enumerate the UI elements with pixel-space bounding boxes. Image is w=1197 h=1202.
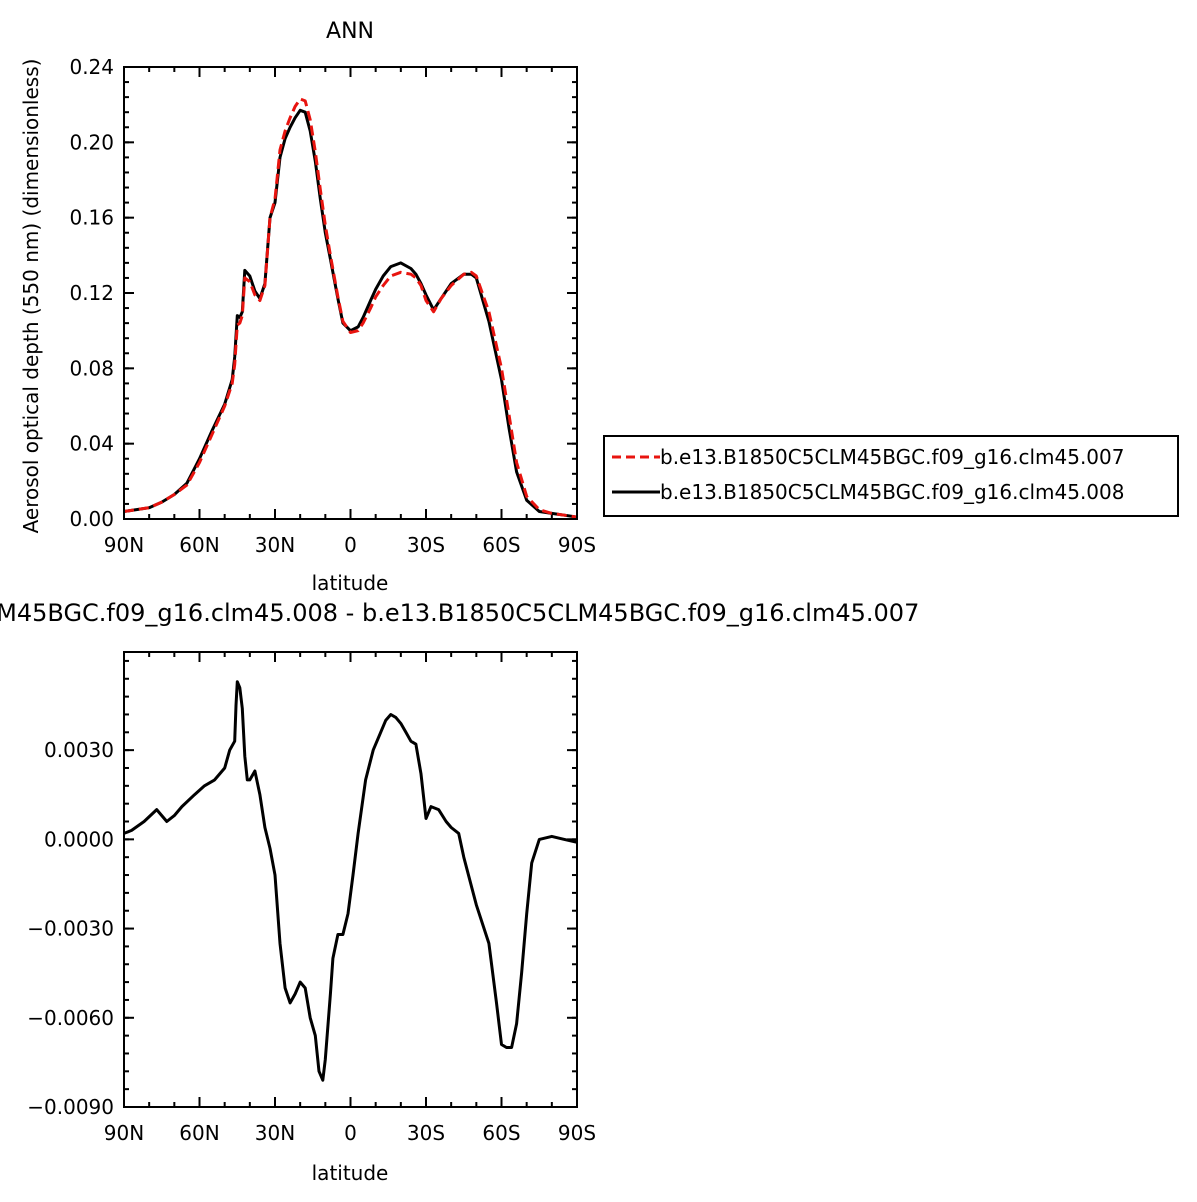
x-tick-label: 60S: [482, 1121, 520, 1145]
y-tick-label: 0.20: [69, 130, 114, 154]
x-tick-label: 60S: [482, 533, 520, 557]
x-tick-label: 30N: [255, 1121, 295, 1145]
top-plot-frame: [123, 66, 578, 520]
y-tick-label: 0.0030: [44, 738, 114, 762]
x-tick-label: 90S: [558, 533, 596, 557]
series-line-0: [123, 680, 578, 1082]
x-tick-label: 30S: [407, 1121, 445, 1145]
x-tick-label: 30N: [255, 533, 295, 557]
bottom-plot-frame: [123, 651, 578, 1108]
x-tick-label: 60N: [179, 1121, 219, 1145]
x-tick-label: 90N: [104, 1121, 144, 1145]
y-tick-label: 0.0000: [44, 827, 114, 851]
series-line-1: [123, 97, 578, 519]
y-tick-label: −0.0060: [27, 1006, 114, 1030]
bottom-chart-title: b.e13.B1850C5CLM45BGC.f09_g16.clm45.008 …: [0, 599, 919, 627]
x-tick-label: 0: [344, 1121, 357, 1145]
x-tick-label: 90N: [104, 533, 144, 557]
x-tick-label: 60N: [179, 533, 219, 557]
legend-label-series-008: b.e13.B1850C5CLM45BGC.f09_g16.clm45.008: [660, 480, 1124, 504]
top-panel: ANN 0.00 0.04 0.08 0.12 0.16 0.20 0.24 90N 60N 3…: [19, 19, 596, 595]
y-tick-label: −0.0090: [27, 1095, 114, 1119]
top-x-axis-label: latitude: [312, 571, 389, 595]
top-y-axis: 0.00 0.04 0.08 0.12 0.16 0.20 0.24: [69, 55, 577, 531]
x-tick-label: 90S: [558, 1121, 596, 1145]
x-tick-label: 0: [344, 533, 357, 557]
legend: b.e13.B1850C5CLM45BGC.f09_g16.clm45.007 …: [603, 435, 1179, 517]
bottom-panel: b.e13.B1850C5CLM45BGC.f09_g16.clm45.008 …: [0, 599, 919, 1185]
series-line-0: [123, 108, 578, 519]
top-y-axis-label: Aerosol optical depth (550 nm) (dimensio…: [19, 59, 43, 534]
x-tick-label: 30S: [407, 533, 445, 557]
bottom-plot-lines: [123, 680, 578, 1082]
y-tick-label: 0.24: [69, 55, 114, 79]
top-chart-title: ANN: [326, 19, 374, 44]
y-tick-label: 0.00: [69, 507, 114, 531]
y-tick-label: 0.08: [69, 356, 114, 380]
bottom-x-axis-label: latitude: [312, 1161, 389, 1185]
top-x-axis: 90N 60N 30N 0 30S 60S 90S: [104, 67, 596, 557]
y-tick-label: 0.04: [69, 432, 114, 456]
top-plot-lines: [123, 97, 578, 519]
y-tick-label: 0.16: [69, 206, 114, 230]
legend-box: [603, 435, 1179, 517]
legend-label-series-007: b.e13.B1850C5CLM45BGC.f09_g16.clm45.007: [660, 445, 1124, 469]
y-tick-label: −0.0030: [27, 917, 114, 941]
y-tick-label: 0.12: [69, 281, 114, 305]
bottom-y-axis: 0.0030 0.0000 −0.0030 −0.0060 −0.0090: [27, 659, 577, 1119]
